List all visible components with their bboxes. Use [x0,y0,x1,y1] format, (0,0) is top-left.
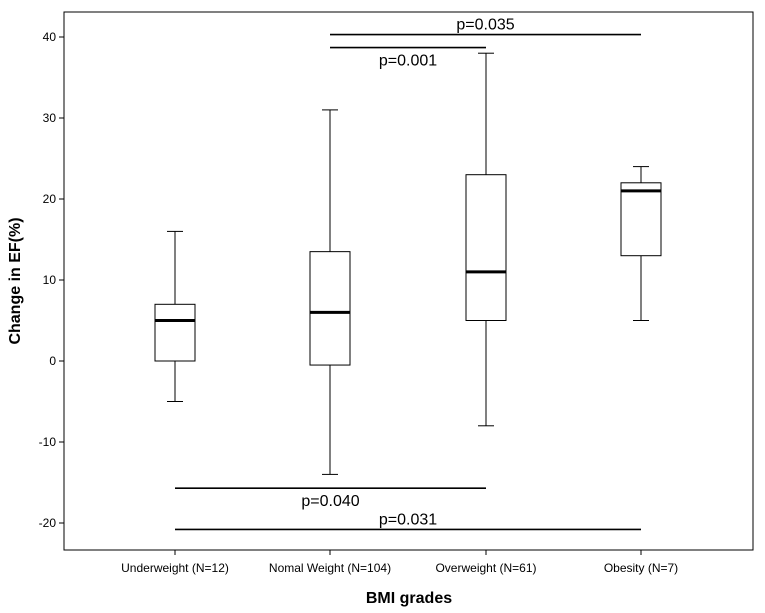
box-iqr [465,174,507,321]
plot-frame [63,11,754,551]
y-tick-label: 20 [43,192,57,206]
y-tick-label: -10 [39,435,57,449]
x-axis-title: BMI grades [366,590,452,607]
box-iqr [620,182,662,257]
box-item [620,166,662,321]
y-tick-label: 0 [49,354,56,368]
y-axis: -20 -10 0 10 20 30 40 [39,30,64,530]
p-value-label: p=0.040 [301,493,359,510]
x-axis: Underweight (N=12) Nomal Weight (N=104) Ov… [121,550,678,575]
significance-annotation: p=0.001 [330,46,486,70]
significance-annotation: p=0.040 [175,487,486,510]
y-tick-label: 30 [43,111,57,125]
significance-annotation: p=0.035 [330,17,641,36]
y-tick-label: 40 [43,30,57,44]
box-item [154,230,196,402]
box-series [154,52,662,475]
x-tick-label: Underweight (N=12) [121,561,229,575]
box-item [309,109,351,475]
x-tick-label: Overweight (N=61) [435,561,536,575]
significance-annotation: p=0.031 [175,511,641,531]
significance-annotations: p=0.035 p=0.001 p=0.040 p=0.031 [175,17,641,531]
p-value-label: p=0.035 [456,17,514,34]
p-value-label: p=0.001 [379,53,437,70]
y-tick-label: -20 [39,516,57,530]
p-value-label: p=0.031 [379,511,437,528]
box-iqr [309,251,351,366]
x-tick-label: Nomal Weight (N=104) [269,561,391,575]
x-tick-label: Obesity (N=7) [604,561,678,575]
box-iqr [154,303,196,362]
y-tick-label: 10 [43,273,57,287]
y-axis-title: Change in EF(%) [7,217,24,344]
box-item [465,52,507,427]
